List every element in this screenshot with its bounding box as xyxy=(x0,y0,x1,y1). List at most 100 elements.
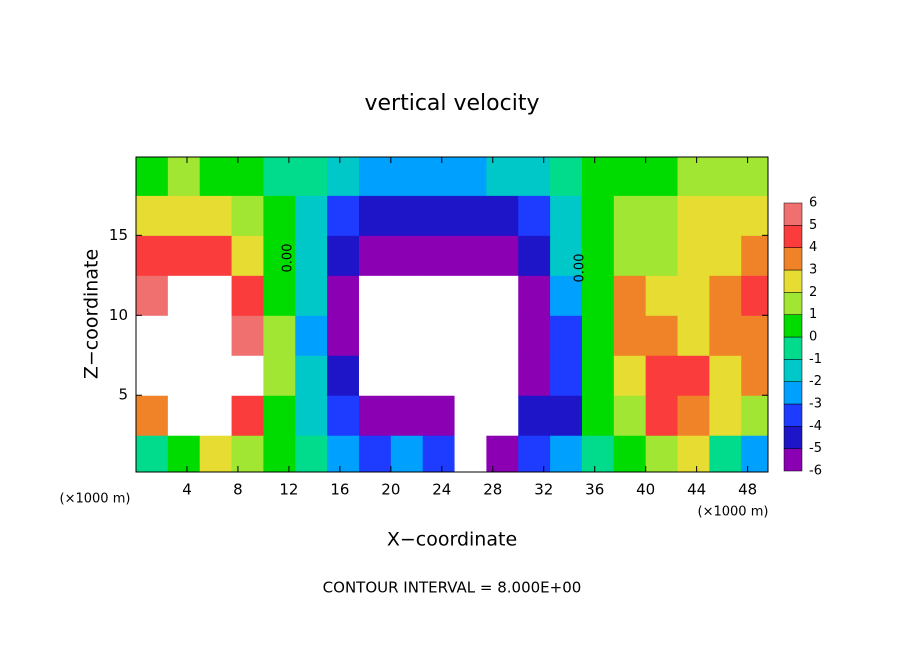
cell xyxy=(136,355,169,396)
cell xyxy=(677,315,710,356)
x-tick-label: 4 xyxy=(182,481,192,499)
cell xyxy=(581,235,615,276)
cell xyxy=(199,395,233,436)
cell xyxy=(263,275,296,316)
cell xyxy=(613,235,647,276)
cell xyxy=(581,355,615,396)
cell xyxy=(645,195,679,236)
x-tick-label: 16 xyxy=(330,481,349,499)
cell xyxy=(518,275,551,316)
cell xyxy=(550,315,583,356)
cell xyxy=(741,195,768,236)
cell xyxy=(422,355,456,396)
cell xyxy=(550,435,583,472)
colorbar-label: -5 xyxy=(809,441,822,456)
x-tick-label: 48 xyxy=(738,481,757,499)
colorbar-swatch xyxy=(783,403,803,427)
cell xyxy=(231,435,264,472)
cell xyxy=(677,235,710,276)
colorbar-label: 2 xyxy=(809,285,817,300)
cell xyxy=(677,395,710,436)
cell xyxy=(263,395,296,436)
cell xyxy=(709,195,742,236)
cell xyxy=(390,157,424,196)
cell xyxy=(167,195,201,236)
cell xyxy=(327,355,360,396)
cell xyxy=(454,235,487,276)
cell xyxy=(709,235,742,276)
cell xyxy=(422,395,456,436)
cell xyxy=(231,355,264,396)
colorbar-label: 5 xyxy=(809,218,817,233)
cell xyxy=(167,395,201,436)
cell xyxy=(327,157,360,196)
x-tick-label: 24 xyxy=(432,481,451,499)
cell xyxy=(677,435,710,472)
cell xyxy=(390,435,424,472)
x-tick-label: 20 xyxy=(381,481,400,499)
cell xyxy=(295,315,328,356)
cell xyxy=(263,195,296,236)
cell xyxy=(454,395,487,436)
y-tick-label: 5 xyxy=(118,386,128,404)
cell xyxy=(390,235,424,276)
cell xyxy=(709,355,742,396)
chart-title: vertical velocity xyxy=(364,91,539,116)
cell xyxy=(741,315,768,356)
cell xyxy=(358,355,392,396)
cell xyxy=(358,157,392,196)
cell xyxy=(327,235,360,276)
cell xyxy=(581,195,615,236)
colorbar-swatch xyxy=(783,336,803,360)
cell xyxy=(550,355,583,396)
cell xyxy=(645,315,679,356)
cell xyxy=(295,235,328,276)
cell xyxy=(199,355,233,396)
cell xyxy=(709,395,742,436)
cell xyxy=(581,315,615,356)
cell xyxy=(358,315,392,356)
x-tick-label: 12 xyxy=(279,481,298,499)
cell xyxy=(581,157,615,196)
cell xyxy=(518,157,551,196)
cell xyxy=(358,195,392,236)
cell xyxy=(454,275,487,316)
cell xyxy=(613,395,647,436)
cell xyxy=(486,235,519,276)
cell xyxy=(263,157,296,196)
cell xyxy=(390,395,424,436)
cell xyxy=(709,157,742,196)
cell xyxy=(550,395,583,436)
contour-label: 0.00 xyxy=(281,244,296,273)
cell xyxy=(295,275,328,316)
cell xyxy=(677,355,710,396)
colorbar-swatch xyxy=(783,269,803,293)
colorbar-label: -6 xyxy=(809,464,822,479)
cell xyxy=(199,157,233,196)
cell xyxy=(263,315,296,356)
cell xyxy=(613,355,647,396)
cell xyxy=(741,157,768,196)
cell xyxy=(581,435,615,472)
cell xyxy=(709,275,742,316)
cell xyxy=(518,395,551,436)
y-tick-label: 15 xyxy=(109,226,128,244)
cell xyxy=(167,435,201,472)
cell xyxy=(486,435,519,472)
cell xyxy=(422,157,456,196)
plot-frame xyxy=(135,156,769,473)
cell xyxy=(518,235,551,276)
cell xyxy=(645,435,679,472)
cell xyxy=(454,157,487,196)
colorbar-label: -1 xyxy=(809,352,822,367)
cell xyxy=(613,195,647,236)
cell xyxy=(518,435,551,472)
contour-label: 0.00 xyxy=(573,254,588,283)
cell xyxy=(136,315,169,356)
cell xyxy=(422,315,456,356)
cell xyxy=(358,435,392,472)
colorbar-swatch xyxy=(783,247,803,271)
y-tick-label: 10 xyxy=(109,306,128,324)
cell xyxy=(295,355,328,396)
